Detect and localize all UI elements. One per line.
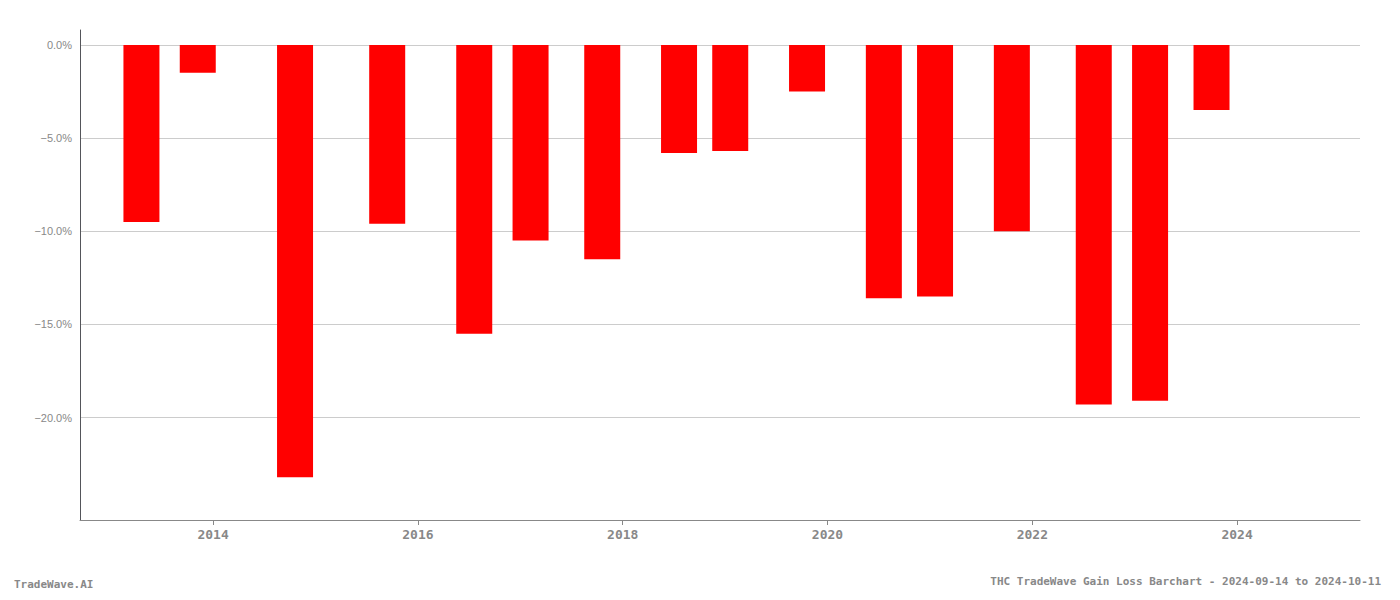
svg-text:2014: 2014 — [197, 527, 228, 542]
svg-text:THC TradeWave Gain Loss Barcha: THC TradeWave Gain Loss Barchart - 2024-… — [990, 575, 1381, 588]
svg-text:−15.0%: −15.0% — [34, 318, 72, 330]
svg-text:−20.0%: −20.0% — [34, 412, 72, 424]
svg-text:2018: 2018 — [607, 527, 638, 542]
svg-text:−10.0%: −10.0% — [34, 225, 72, 237]
svg-text:2016: 2016 — [402, 527, 433, 542]
svg-text:−5.0%: −5.0% — [41, 132, 73, 144]
svg-text:2020: 2020 — [812, 527, 843, 542]
svg-text:2022: 2022 — [1017, 527, 1048, 542]
svg-text:2024: 2024 — [1221, 527, 1252, 542]
svg-text:0.0%: 0.0% — [47, 39, 72, 51]
svg-text:TradeWave.AI: TradeWave.AI — [14, 578, 93, 591]
